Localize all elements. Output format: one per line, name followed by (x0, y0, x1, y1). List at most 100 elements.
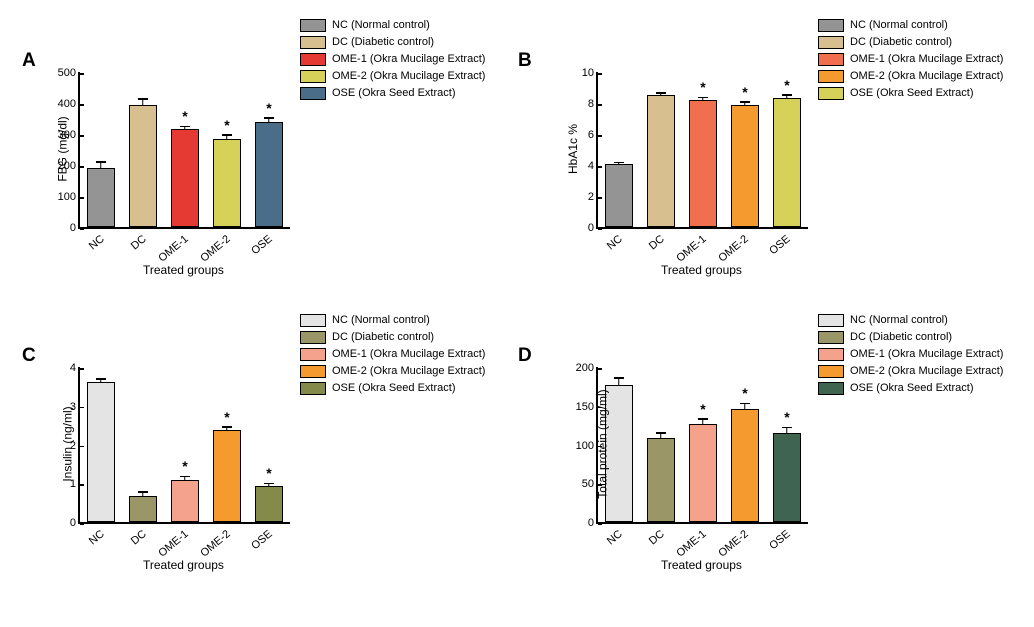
legend-swatch (818, 19, 844, 32)
ytick: 0 (70, 517, 80, 529)
legend-c: NC (Normal control)DC (Diabetic control)… (300, 313, 485, 398)
ytick: 2 (588, 191, 598, 203)
bar-ose: * (255, 122, 282, 227)
bar-ome-1: * (171, 480, 198, 522)
bar-ome-2: * (213, 139, 240, 227)
error-bar (618, 379, 620, 385)
legend-label: OME-2 (Okra Mucilage Extract) (850, 69, 1003, 85)
significance-marker: * (266, 465, 271, 481)
ytick: 200 (576, 362, 598, 374)
error-cap (614, 377, 624, 379)
figure-container: A0100200300400500***NCDCOME-1OME-2OSEFBG… (0, 0, 1034, 627)
x-axis-label: Treated groups (661, 558, 742, 572)
significance-marker: * (182, 458, 187, 474)
error-cap (264, 483, 274, 485)
legend-label: OME-2 (Okra Mucilage Extract) (332, 69, 485, 85)
error-bar (660, 434, 662, 439)
legend-swatch (300, 382, 326, 395)
panel-label-c: C (22, 345, 36, 367)
legend-item: OME-1 (Okra Mucilage Extract) (818, 52, 1003, 68)
error-cap (138, 98, 148, 100)
legend-item: OME-1 (Okra Mucilage Extract) (818, 347, 1003, 363)
legend-label: OSE (Okra Seed Extract) (850, 381, 973, 397)
ytick: 100 (58, 191, 80, 203)
legend-swatch (818, 348, 844, 361)
ytick: 10 (582, 67, 598, 79)
bar-ome-1: * (689, 424, 716, 522)
ytick: 0 (588, 517, 598, 529)
error-bar (142, 100, 144, 105)
significance-marker: * (266, 100, 271, 116)
error-cap (222, 426, 232, 428)
legend-item: DC (Diabetic control) (300, 330, 485, 346)
legend-label: DC (Diabetic control) (850, 330, 952, 346)
error-bar (184, 477, 186, 480)
error-cap (782, 427, 792, 429)
legend-item: OME-2 (Okra Mucilage Extract) (818, 69, 1003, 85)
y-axis-label: HbA1c % (566, 123, 580, 173)
legend-label: OME-2 (Okra Mucilage Extract) (332, 364, 485, 380)
error-bar (702, 420, 704, 424)
significance-marker: * (742, 84, 747, 100)
ytick: 8 (588, 98, 598, 110)
bar-ome-1: * (689, 100, 716, 227)
legend-swatch (818, 87, 844, 100)
legend-d: NC (Normal control)DC (Diabetic control)… (818, 313, 1003, 398)
legend-swatch (818, 53, 844, 66)
legend-swatch (300, 87, 326, 100)
bar-ose: * (773, 433, 800, 522)
legend-swatch (300, 365, 326, 378)
legend-swatch (818, 331, 844, 344)
error-bar (786, 428, 788, 433)
bar-nc (87, 168, 114, 227)
legend-swatch (818, 314, 844, 327)
bars: * * * (598, 367, 808, 522)
ytick: 150 (576, 401, 598, 413)
bar-ome-1: * (171, 129, 198, 227)
error-cap (614, 162, 624, 164)
legend-swatch (818, 382, 844, 395)
error-bar (184, 127, 186, 129)
bars: * * * (598, 72, 808, 227)
legend-item: OME-2 (Okra Mucilage Extract) (818, 364, 1003, 380)
significance-marker: * (784, 77, 789, 93)
bar-dc (647, 95, 674, 227)
legend-b: NC (Normal control)DC (Diabetic control)… (818, 18, 1003, 103)
legend-item: OME-1 (Okra Mucilage Extract) (300, 52, 485, 68)
legend-label: DC (Diabetic control) (850, 35, 952, 51)
legend-label: NC (Normal control) (850, 313, 948, 329)
legend-label: OSE (Okra Seed Extract) (332, 381, 455, 397)
error-cap (698, 418, 708, 420)
legend-a: NC (Normal control)DC (Diabetic control)… (300, 18, 485, 103)
error-bar (702, 98, 704, 100)
significance-marker: * (784, 409, 789, 425)
legend-item: OSE (Okra Seed Extract) (818, 381, 1003, 397)
error-cap (782, 94, 792, 96)
significance-marker: * (182, 108, 187, 124)
legend-swatch (300, 70, 326, 83)
ytick: 0 (588, 222, 598, 234)
legend-swatch (818, 70, 844, 83)
legend-label: OME-1 (Okra Mucilage Extract) (332, 347, 485, 363)
bar-dc (647, 438, 674, 522)
legend-swatch (300, 53, 326, 66)
error-cap (740, 101, 750, 103)
legend-item: OME-1 (Okra Mucilage Extract) (300, 347, 485, 363)
significance-marker: * (700, 79, 705, 95)
legend-item: DC (Diabetic control) (818, 35, 1003, 51)
y-axis-label: Insulin (ng/ml) (61, 406, 75, 481)
bars: * * * (80, 367, 290, 522)
legend-item: NC (Normal control) (300, 18, 485, 34)
bars: *** (80, 72, 290, 227)
legend-label: OSE (Okra Seed Extract) (850, 86, 973, 102)
x-axis-label: Treated groups (143, 558, 224, 572)
error-cap (96, 161, 106, 163)
bar-dc (129, 105, 156, 227)
panel-label-a: A (22, 50, 36, 72)
legend-label: OSE (Okra Seed Extract) (332, 86, 455, 102)
plot-b: 0246810***NCDCOME-1OME-2OSE (596, 72, 808, 229)
error-bar (744, 404, 746, 409)
ytick: 0 (70, 222, 80, 234)
ytick: 500 (58, 67, 80, 79)
significance-marker: * (224, 409, 229, 425)
